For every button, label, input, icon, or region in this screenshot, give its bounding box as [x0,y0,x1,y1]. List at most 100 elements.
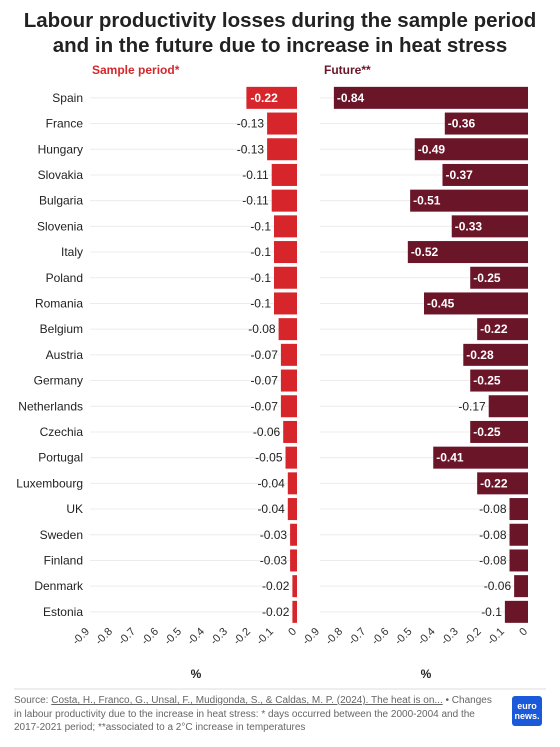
footnote: • Changes in labour productivity due to … [14,695,492,733]
tick-label: -0.5 [162,626,184,648]
category-label: Slovakia [38,168,84,182]
category-label: UK [66,502,83,516]
category-label: Romania [35,296,83,310]
x-axis-label: % [191,667,202,681]
logo-line-1: euro [517,701,537,711]
data-label: -0.07 [251,399,279,413]
data-label: -0.02 [262,605,290,619]
bar [271,189,297,212]
data-label: -0.08 [479,528,507,542]
data-label: -0.02 [262,579,290,593]
category-label: Poland [46,271,83,285]
data-label: -0.84 [337,91,365,105]
bar [274,266,297,289]
bar [274,215,297,238]
source-label: Source: [14,695,49,706]
tick-label: -0.8 [323,626,345,648]
category-label: Spain [52,91,83,105]
category-label: Estonia [43,605,83,619]
category-label: Bulgaria [39,194,83,208]
data-label: -0.49 [418,142,446,156]
bar [414,138,528,161]
euronews-logo: euro news. [512,696,542,726]
bar [246,86,297,109]
bar [442,163,528,186]
bar [509,498,528,521]
data-label: -0.08 [479,502,507,516]
category-label: Finland [44,553,83,567]
data-label: -0.1 [250,296,271,310]
bar [514,575,528,598]
data-label: -0.08 [248,322,276,336]
data-label: -0.1 [250,219,271,233]
bar [477,472,528,495]
bar [333,86,528,109]
category-label: France [46,117,84,131]
bar [444,112,528,135]
bar [292,575,297,598]
data-label: -0.22 [250,91,278,105]
chart-footer: Source: Costa, H., Franco, G., Unsal, F.… [14,694,494,735]
tick-label: -0.9 [70,626,92,648]
data-label: -0.04 [257,476,285,490]
category-label: Portugal [38,451,83,465]
bar [504,600,528,623]
series-header: Future** [324,63,371,77]
bar [278,318,297,341]
category-label: Austria [46,348,84,362]
data-label: -0.22 [480,476,508,490]
tick-label: -0.1 [485,626,507,648]
chart-title-line-1: Labour productivity losses during the sa… [23,9,537,32]
tick-label: -0.9 [300,626,322,648]
data-label: -0.08 [479,553,507,567]
category-label: Luxembourg [16,476,83,490]
data-label: -0.11 [242,168,269,182]
data-label: -0.1 [250,245,271,259]
tick-label: -0.7 [346,626,368,648]
tick-label: 0 [517,626,530,639]
bar [407,241,528,264]
data-label: -0.06 [253,425,281,439]
data-label: -0.45 [427,296,455,310]
data-label: -0.17 [458,399,486,413]
data-label: -0.03 [260,528,288,542]
bar [424,292,528,315]
data-label: -0.33 [455,219,483,233]
data-label: -0.28 [466,348,494,362]
data-label: -0.07 [251,374,279,388]
x-axis-label: % [421,667,432,681]
category-label: Czechia [40,425,84,439]
category-label: Sweden [40,528,83,542]
category-label: Hungary [38,142,83,156]
bar [470,266,528,289]
category-label: Belgium [40,322,83,336]
category-label: Denmark [34,579,84,593]
bar [287,498,297,521]
category-label: Italy [61,245,83,259]
tick-label: 0 [286,626,299,639]
source-link[interactable]: Costa, H., Franco, G., Unsal, F., Mudigo… [51,695,443,706]
bar [280,343,297,366]
tick-label: -0.2 [231,626,253,648]
data-label: -0.1 [481,605,502,619]
bar [433,446,528,469]
data-label: -0.13 [237,117,265,131]
data-label: -0.37 [445,168,473,182]
tick-label: -0.6 [139,626,161,648]
data-label: -0.07 [251,348,279,362]
bar [470,369,528,392]
bar [274,292,297,315]
bar [410,189,528,212]
bar [292,600,297,623]
bar [267,138,297,161]
bar [463,343,528,366]
bar [285,446,297,469]
tick-label: -0.8 [93,626,115,648]
category-label: Germany [34,374,83,388]
bar [451,215,528,238]
chart-title-line-2: and in the future due to increase in hea… [52,34,508,57]
tick-label: -0.1 [254,626,276,648]
bar [271,163,297,186]
bar [477,318,528,341]
bar [509,549,528,572]
